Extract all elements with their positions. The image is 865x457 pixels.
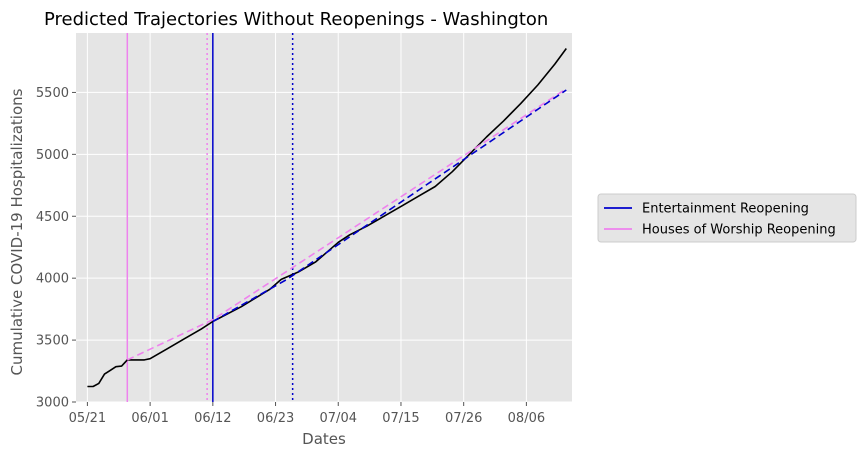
legend-label: Entertainment Reopening — [642, 202, 809, 217]
y-tick-label: 4000 — [36, 272, 69, 287]
x-axis-label: Dates — [302, 430, 346, 448]
x-tick-label: 06/01 — [131, 411, 168, 426]
x-tick-label: 06/12 — [194, 411, 231, 426]
legend-label: Houses of Worship Reopening — [642, 223, 836, 238]
legend: Entertainment Reopening Houses of Worship… — [597, 193, 857, 243]
x-tick-label: 07/04 — [320, 411, 357, 426]
x-tick-label: 07/26 — [445, 411, 482, 426]
y-tick-label: 4500 — [36, 210, 69, 225]
plot-area: 05/21 06/01 06/12 06/23 07/04 07/15 07/26 08/06… — [36, 33, 572, 426]
series-line-predicted-worship — [126, 88, 567, 361]
y-tick-label: 5500 — [36, 86, 69, 101]
series-line-predicted-entertainment — [212, 89, 567, 323]
series-line-observed — [87, 48, 567, 388]
x-tick-label: 07/15 — [382, 411, 419, 426]
y-tick-label: 3000 — [36, 396, 69, 411]
y-tick-label: 5000 — [36, 148, 69, 163]
chart-title: Predicted Trajectories Without Reopening… — [44, 9, 548, 30]
legend-box — [597, 193, 857, 243]
y-tick-label: 3500 — [36, 334, 69, 349]
x-tick-label: 05/21 — [69, 411, 106, 426]
x-tick-label: 06/23 — [257, 411, 294, 426]
x-tick-label: 08/06 — [508, 411, 545, 426]
y-axis-label: Cumulative COVID-19 Hospitalizations — [8, 88, 26, 375]
